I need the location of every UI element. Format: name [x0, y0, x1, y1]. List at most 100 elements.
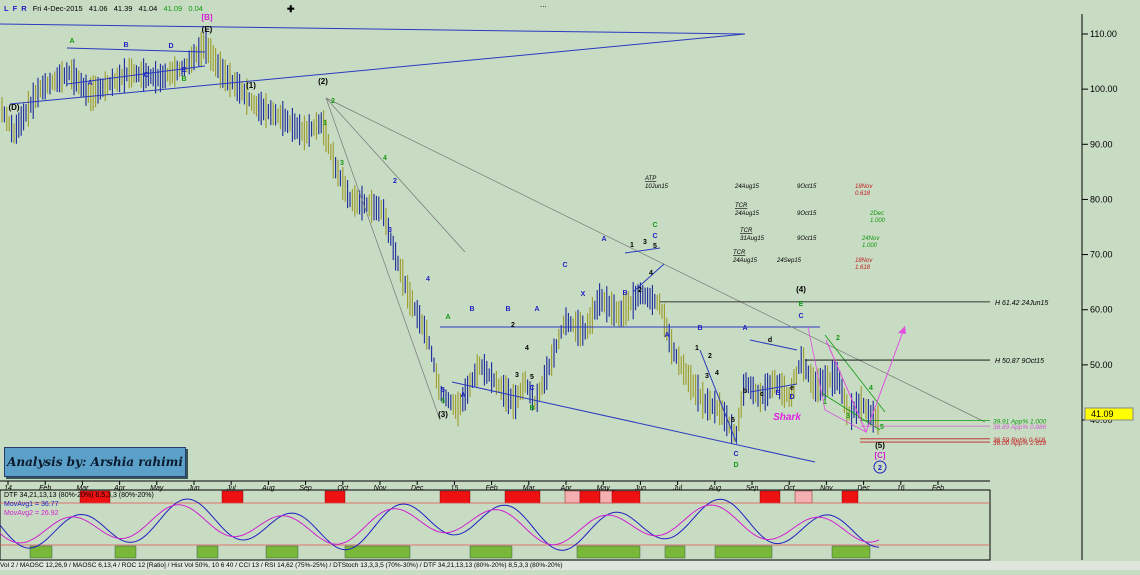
wave-label: 3 [846, 413, 850, 420]
dtf-oversold-block [664, 545, 686, 559]
ohlc-low: 41.04 [138, 4, 158, 13]
wave-label: E [182, 67, 187, 74]
price-axis-area [1082, 14, 1140, 484]
wave-label: D [733, 462, 738, 469]
dtf-signal-block [504, 490, 541, 504]
last-price-box [1084, 407, 1134, 421]
time-projection-value: 9Oct15 [797, 184, 817, 190]
time-projection-value: 1.618 [855, 265, 871, 271]
indicator-tabs-label: Vol 2 / MAOSC 12,26,9 / MAOSC 6,13,4 / R… [0, 562, 563, 569]
fib-label: 38.89 App% 0.886 [993, 424, 1047, 431]
dtf-signal-block [759, 490, 781, 504]
ohlc-close: 41.09 [163, 4, 183, 13]
fan-line-3 [325, 97, 986, 423]
fib-label: 36.00 App% 2.618 [993, 440, 1047, 447]
channel-lower [451, 381, 816, 463]
wave-label: 3 [388, 227, 392, 234]
wave-label: e [790, 385, 794, 392]
x-tick-label: Dec [857, 485, 870, 492]
wave-label: D [168, 43, 173, 50]
menu-icon-f[interactable]: F [12, 4, 18, 13]
ohlc-high: 41.39 [113, 4, 133, 13]
time-projection-value: 18Nov [855, 184, 873, 190]
wave-label: 2 [878, 465, 882, 472]
time-projection-value: 24Aug15 [734, 184, 760, 190]
wave-label: 4 [649, 270, 653, 277]
wave-label: 5 [530, 374, 534, 381]
wave-label: 2 [708, 353, 712, 360]
wave-label: C [798, 313, 803, 320]
wave-label: 2 [393, 178, 397, 185]
wave-label: 4 [426, 276, 430, 283]
wave-label: A [534, 306, 539, 313]
ohlc-date: Fri 4-Dec-2015 [32, 4, 83, 13]
wave-label: 5 [731, 417, 735, 424]
time-projection-value: 10Jun15 [645, 184, 669, 190]
time-projection-value: 1.000 [862, 243, 878, 249]
wave-label: (4) [796, 285, 806, 294]
trendline-bottom [9, 33, 746, 105]
x-tick-label: Jul [226, 485, 236, 492]
wave-label: 2 [331, 98, 335, 105]
dtf-signal-block [794, 490, 813, 504]
wave-label: 1 [695, 345, 699, 352]
x-tick-label: Oct [784, 485, 796, 492]
indicator-legend-ma1: MovAvg1 = 36.77 [4, 501, 59, 508]
wave-label: (D) [8, 103, 19, 112]
wave-circle [873, 460, 887, 474]
last-price-label: 41.09 [1091, 409, 1114, 419]
wave-label: B [622, 290, 627, 297]
x-tick-label: Mar [76, 485, 89, 492]
dtf-signal-block [841, 490, 859, 504]
time-projection-tag: TCR [735, 203, 748, 209]
wave-label: A [664, 332, 669, 339]
dtf-oversold-block [114, 545, 137, 559]
level-label: H 61.42 24Jun15 [995, 300, 1048, 307]
time-projection-value: 24Sep15 [776, 258, 802, 264]
wave-label: 5 [653, 243, 657, 250]
wave-label: B [529, 405, 534, 412]
time-projection-value: 31Aug15 [740, 236, 765, 242]
wave-label: 4 [869, 385, 873, 392]
wave-label: C [529, 385, 534, 392]
mov-avg1-line [0, 498, 880, 551]
y-tick-label: 70.00 [1090, 250, 1113, 260]
indicator-legend-ma2: MovAvg2 = 26.92 [4, 510, 59, 517]
fib-label: 39.91 App% 1.000 [993, 418, 1047, 425]
x-tick-label: Sep [746, 485, 759, 492]
wave-label: 3 [340, 160, 344, 167]
x-tick-label: Apr [113, 485, 126, 492]
x-tick-label: Feb [486, 485, 498, 492]
wave-label: [B] [201, 13, 212, 22]
x-tick-label: Jul [672, 485, 682, 492]
final-channel-top [824, 334, 886, 413]
wave-label: C [652, 222, 657, 229]
trendline-top [0, 23, 746, 35]
add-icon[interactable]: ✚ [287, 4, 295, 14]
wedge-lower [66, 65, 206, 85]
y-tick-label: 110.00 [1090, 29, 1117, 39]
x-tick-label: 14 [4, 485, 12, 492]
projection-arrowhead [898, 326, 906, 334]
wave-label: 1 [323, 120, 327, 127]
abc-line [699, 349, 738, 445]
menu-icon-l[interactable]: L [4, 4, 9, 13]
time-projection-value: 24Aug15 [732, 258, 758, 264]
wave-label: A [69, 38, 74, 45]
time-projection-tag: ATP [644, 176, 656, 182]
wave-label: C [652, 233, 657, 240]
dtf-signal-block [611, 490, 641, 504]
x-tick-label: Oct [337, 485, 349, 492]
indicator-tabs-bar[interactable]: Vol 2 / MAOSC 12,26,9 / MAOSC 6,13,4 / R… [0, 561, 1140, 570]
y-tick-label: 80.00 [1090, 194, 1113, 204]
analyst-credit-box: Analysis by: Arshia rahimi [4, 447, 186, 477]
wave-label: b [743, 388, 747, 395]
wave-label: (3) [438, 410, 448, 419]
ohlc-open: 41.06 [88, 4, 108, 13]
menu-icon-r[interactable]: R [21, 4, 27, 13]
wave-label: 2 [836, 335, 840, 342]
x-tick-label: Nov [374, 485, 387, 492]
indicator-legend-dtf: DTF 34,21,13,13 (80%-20%) 8,5,3,3 (80%-2… [4, 492, 154, 499]
